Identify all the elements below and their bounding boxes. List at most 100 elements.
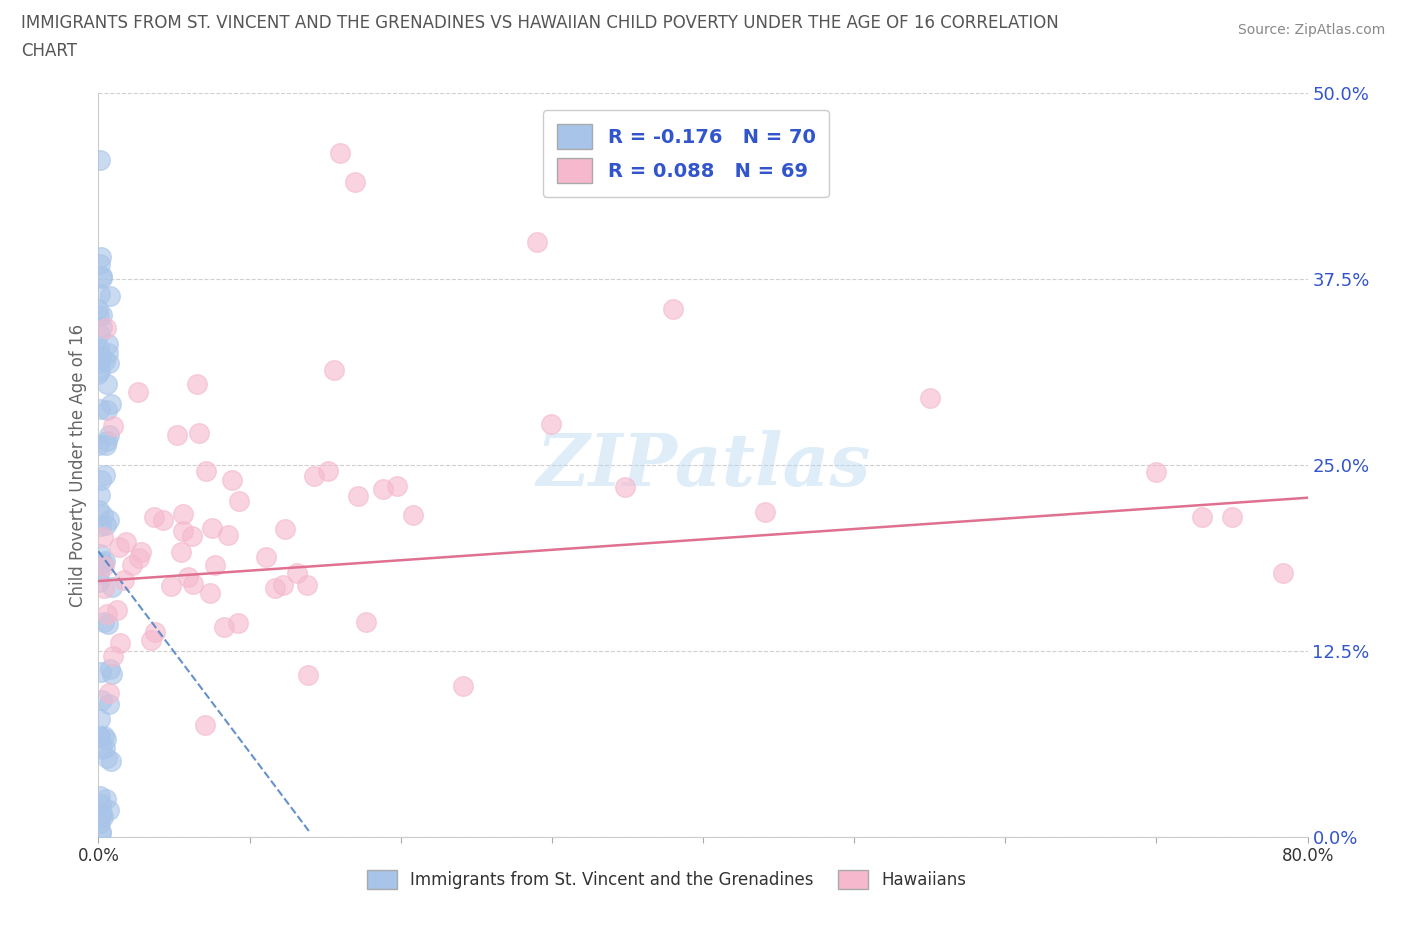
Point [91,805,114,820]
Point [90,796,112,811]
Point [217,527,239,542]
Point [100,396,122,411]
Point [89,547,111,562]
Point [285,566,308,581]
Point [273,578,295,592]
Point [177,569,200,584]
Point [1191,510,1213,525]
Text: CHART: CHART [21,42,77,60]
Point [96,606,118,621]
Point [754,505,776,520]
Point [204,557,226,572]
Point [87,301,110,316]
Point [103,648,125,663]
Point [89,286,111,301]
Point [89,364,111,379]
Point [297,668,319,683]
Point [90,269,112,284]
Point [323,363,346,378]
Point [274,522,297,537]
Point [98,428,121,443]
Point [90,472,112,487]
Point [181,577,204,591]
Point [91,271,114,286]
Point [918,391,941,405]
Text: IMMIGRANTS FROM ST. VINCENT AND THE GRENADINES VS HAWAIIAN CHILD POVERTY UNDER T: IMMIGRANTS FROM ST. VINCENT AND THE GREN… [21,14,1059,32]
Point [103,418,125,433]
Point [98,697,121,711]
Point [613,480,636,495]
Point [94,554,117,569]
Point [90,308,112,323]
Point [97,803,120,817]
Point [87,366,110,381]
Point [90,825,112,840]
Point [87,502,110,517]
Point [661,301,683,316]
Text: ZIPatlas: ZIPatlas [536,430,870,500]
Point [89,326,111,341]
Point [346,489,368,504]
Point [112,573,135,588]
Point [93,615,115,630]
Point [302,469,325,484]
Point [90,825,112,840]
Point [115,535,138,550]
Point [108,540,131,555]
Point [91,693,114,708]
Text: Source: ZipAtlas.com: Source: ZipAtlas.com [1237,23,1385,37]
Point [212,619,235,634]
Point [94,468,117,483]
Legend: Immigrants from St. Vincent and the Grenadines, Hawaiians: Immigrants from St. Vincent and the Gren… [360,863,973,896]
Point [90,349,112,364]
Point [90,808,112,823]
Point [89,575,111,590]
Point [264,581,287,596]
Point [96,751,118,765]
Point [89,153,111,167]
Point [93,729,115,744]
Point [97,337,120,352]
Point [101,666,124,681]
Point [451,679,474,694]
Point [121,558,143,573]
Point [87,340,110,355]
Point [89,729,111,744]
Point [89,355,111,370]
Point [540,417,562,432]
Point [385,479,408,494]
Point [91,809,114,824]
Point [98,662,121,677]
Point [221,472,243,487]
Point [93,559,115,574]
Point [160,578,183,593]
Point [143,510,166,525]
Point [98,288,121,303]
Point [97,512,120,527]
Point [91,529,114,544]
Point [143,625,166,640]
Point [152,513,174,528]
Point [91,555,114,570]
Point [89,487,111,502]
Point [100,753,122,768]
Point [98,685,121,700]
Point [89,257,111,272]
Point [1144,465,1167,480]
Point [166,428,188,443]
Point [97,346,120,361]
Point [97,617,120,631]
Point [526,234,548,249]
Point [228,616,250,631]
Point [87,349,110,364]
Point [316,463,339,478]
Point [127,385,149,400]
Point [354,614,377,629]
Point [172,524,194,538]
Point [90,249,112,264]
Point [1272,565,1295,580]
Point [90,320,112,335]
Point [201,521,224,536]
Point [91,507,114,522]
Point [96,403,118,418]
